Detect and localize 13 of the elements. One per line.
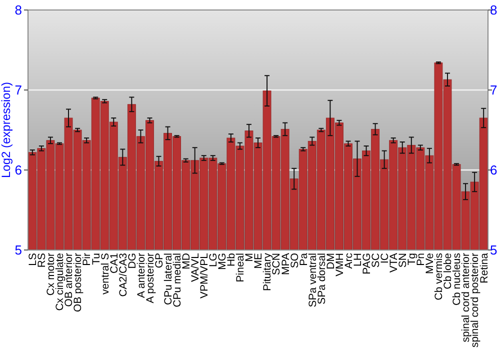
- y-tick-label: 7: [14, 82, 22, 98]
- y-tick-label: 6: [14, 162, 22, 178]
- y2-tick-label: 5: [490, 242, 498, 258]
- y-tick-label: 8: [14, 2, 22, 18]
- y2-tick-label: 8: [490, 2, 498, 18]
- y-tick-label: 5: [14, 242, 22, 258]
- x-tick-label: Tg: [406, 252, 418, 266]
- x-tick-label: RS: [36, 253, 48, 268]
- x-tick-label: MVe: [424, 252, 436, 274]
- x-tick-label: IC: [379, 252, 391, 264]
- y-axis-title: Log2 (expression): [0, 82, 13, 178]
- y2-tick-label: 7: [490, 82, 498, 98]
- y2-tick-label: 6: [490, 162, 498, 178]
